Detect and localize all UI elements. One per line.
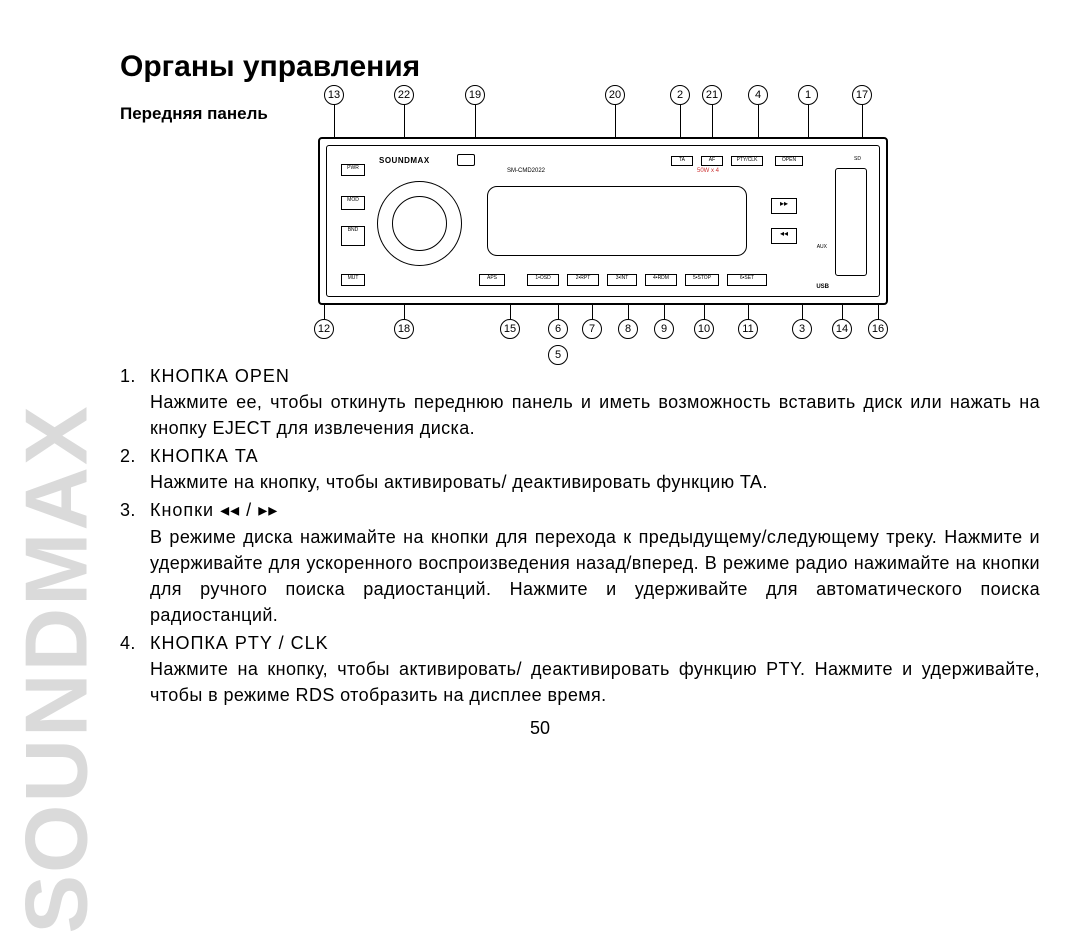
preset-3-button: 3•INT [607,274,637,286]
preset-5-button: 5•STOP [685,274,719,286]
callout-13: 13 [324,85,344,105]
lcd-display [487,186,747,256]
usb-label: USB [816,284,829,290]
device-outline: SOUNDMAX SM-CMD2022 50W x 4 PWR MOD BND … [318,137,888,305]
page-number: 50 [0,718,1080,739]
controls-list: 1.КНОПКА OPENНажмите ее, чтобы откинуть … [120,363,1040,710]
device-inner-frame: SOUNDMAX SM-CMD2022 50W x 4 PWR MOD BND … [326,145,880,297]
list-item-label: КНОПКА PTY / CLK [150,630,1040,656]
list-item-body: КНОПКА OPENНажмите ее, чтобы откинуть пе… [150,363,1040,441]
volume-knob [377,181,462,266]
callout-15: 15 [500,319,520,339]
open-button: OPEN [775,156,803,166]
list-item-text: Нажмите на кнопку, чтобы активировать/ д… [150,469,1040,495]
callout-9: 9 [654,319,674,339]
page-title: Органы управления [120,50,1060,84]
preset-2-button: 2•RPT [567,274,599,286]
callout-2: 2 [670,85,690,105]
sd-slot [835,168,867,276]
callout-11: 11 [738,319,758,339]
model-label: SM-CMD2022 [507,168,545,174]
bnd-button: BND [341,226,365,246]
aps-button: APS [479,274,505,286]
callout-20: 20 [605,85,625,105]
list-item-text: В режиме диска нажимайте на кнопки для п… [150,524,1040,628]
callout-18: 18 [394,319,414,339]
callout-7: 7 [582,319,602,339]
callout-4: 4 [748,85,768,105]
sd-label: SD [854,156,861,162]
compact-disc-logo-icon [457,154,475,166]
mod-button: MOD [341,196,365,210]
list-item-label: Кнопки ◂◂ / ▸▸ [150,497,1040,523]
preset-1-button: 1•OSD [527,274,559,286]
list-item-number: 4. [120,630,150,708]
pty-clk-button: PTY/CLK [731,156,763,166]
list-item-number: 2. [120,443,150,495]
list-item-number: 3. [120,497,150,627]
next-track-button: ▸▸ [771,198,797,214]
callout-12: 12 [314,319,334,339]
callout-22: 22 [394,85,414,105]
list-item: 1.КНОПКА OPENНажмите ее, чтобы откинуть … [120,363,1040,441]
list-item-text: Нажмите ее, чтобы откинуть переднюю пане… [150,389,1040,441]
power-label: 50W x 4 [697,168,719,174]
preset-4-button: 4•RDM [645,274,677,286]
callout-8: 8 [618,319,638,339]
callout-5: 5 [548,345,568,365]
callout-10: 10 [694,319,714,339]
device-diagram: 132219202214117 12181567891011314165 SOU… [300,85,900,355]
callout-16: 16 [868,319,888,339]
callout-19: 19 [465,85,485,105]
list-item-number: 1. [120,363,150,441]
device-brand-label: SOUNDMAX [379,156,430,165]
callout-14: 14 [832,319,852,339]
list-item-label: КНОПКА TA [150,443,1040,469]
list-item: 2.КНОПКА TAНажмите на кнопку, чтобы акти… [120,443,1040,495]
callout-6: 6 [548,319,568,339]
list-item-body: КНОПКА TAНажмите на кнопку, чтобы активи… [150,443,1040,495]
pwr-button: PWR [341,164,365,176]
callout-3: 3 [792,319,812,339]
ta-button: TA [671,156,693,166]
mut-button: MUT [341,274,365,286]
list-item-text: Нажмите на кнопку, чтобы активировать/ д… [150,656,1040,708]
callout-1: 1 [798,85,818,105]
prev-track-button: ◂◂ [771,228,797,244]
sidebar-brand-logo: SOUNDMAX [12,40,102,720]
preset-6-button: 6•SET [727,274,767,286]
af-button: AF [701,156,723,166]
list-item: 3.Кнопки ◂◂ / ▸▸В режиме диска нажимайте… [120,497,1040,627]
list-item-label: КНОПКА OPEN [150,363,1040,389]
callout-21: 21 [702,85,722,105]
aux-label: AUX [817,244,827,250]
list-item-body: КНОПКА PTY / CLKНажмите на кнопку, чтобы… [150,630,1040,708]
list-item-body: Кнопки ◂◂ / ▸▸В режиме диска нажимайте н… [150,497,1040,627]
list-item: 4.КНОПКА PTY / CLKНажмите на кнопку, что… [120,630,1040,708]
callout-17: 17 [852,85,872,105]
